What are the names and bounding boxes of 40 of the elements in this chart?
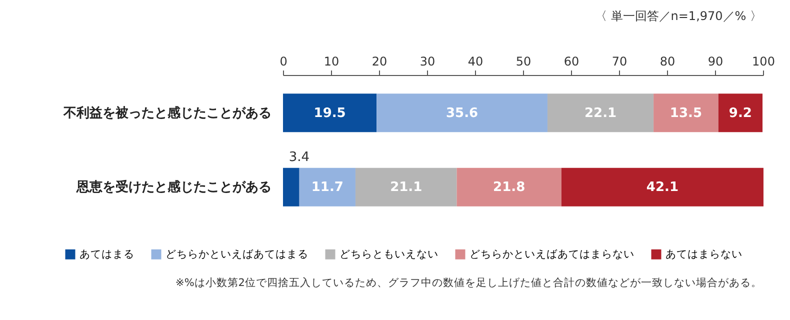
- bar: [376, 94, 548, 132]
- data-label: 21.8: [493, 180, 526, 196]
- x-tick-label: 60: [564, 54, 580, 68]
- bar: [456, 168, 562, 206]
- bar: [355, 168, 457, 206]
- legend-label: あてはまらない: [666, 248, 742, 260]
- x-tick-label: 40: [468, 54, 484, 68]
- data-label: 22.1: [584, 106, 617, 121]
- x-tick-label: 100: [752, 54, 775, 68]
- legend-label: どちらかといえばあてはまる: [166, 248, 308, 260]
- bar: [299, 168, 356, 206]
- data-label: 21.1: [390, 180, 422, 196]
- bar: [283, 168, 300, 206]
- x-tick-label: 30: [420, 54, 436, 68]
- data-label: 3.4: [288, 150, 310, 166]
- x-tick-label: 90: [708, 54, 724, 68]
- x-tick-label: 0: [280, 54, 288, 68]
- x-tick-label: 20: [372, 54, 388, 68]
- legend-label: どちらともいえない: [340, 248, 438, 260]
- bar: [283, 94, 377, 132]
- data-label: 42.1: [646, 180, 678, 196]
- x-tick-label: 50: [516, 54, 532, 68]
- legend-label: どちらかといえばあてはまらない: [470, 248, 634, 260]
- bar: [547, 94, 654, 132]
- bar: [561, 168, 764, 206]
- y-tick-label: 不利益を被ったと感じたことがある: [62, 104, 272, 121]
- data-label: 19.5: [314, 106, 346, 121]
- y-tick-label: 恩恵を受けたと感じたことがある: [76, 179, 272, 196]
- data-label: 11.7: [311, 180, 344, 196]
- data-label: 13.5: [670, 106, 702, 121]
- data-label: 35.6: [446, 106, 478, 121]
- x-tick-label: 80: [660, 54, 676, 68]
- text: 〈 単一回答／n=1,970／% 〉: [594, 8, 762, 25]
- bar: [654, 94, 718, 132]
- text: ※%は小数第2位で四捨五入しているため、グラフ中の数値を足し上げた値と合計の数値などが一致しない場合がある。: [176, 276, 762, 290]
- x-tick-label: 10: [324, 54, 340, 68]
- legend-label: あてはまる: [80, 248, 134, 260]
- data-label: 9.2: [728, 106, 752, 121]
- x-tick-label: 70: [612, 54, 628, 68]
- bar: [718, 94, 763, 132]
